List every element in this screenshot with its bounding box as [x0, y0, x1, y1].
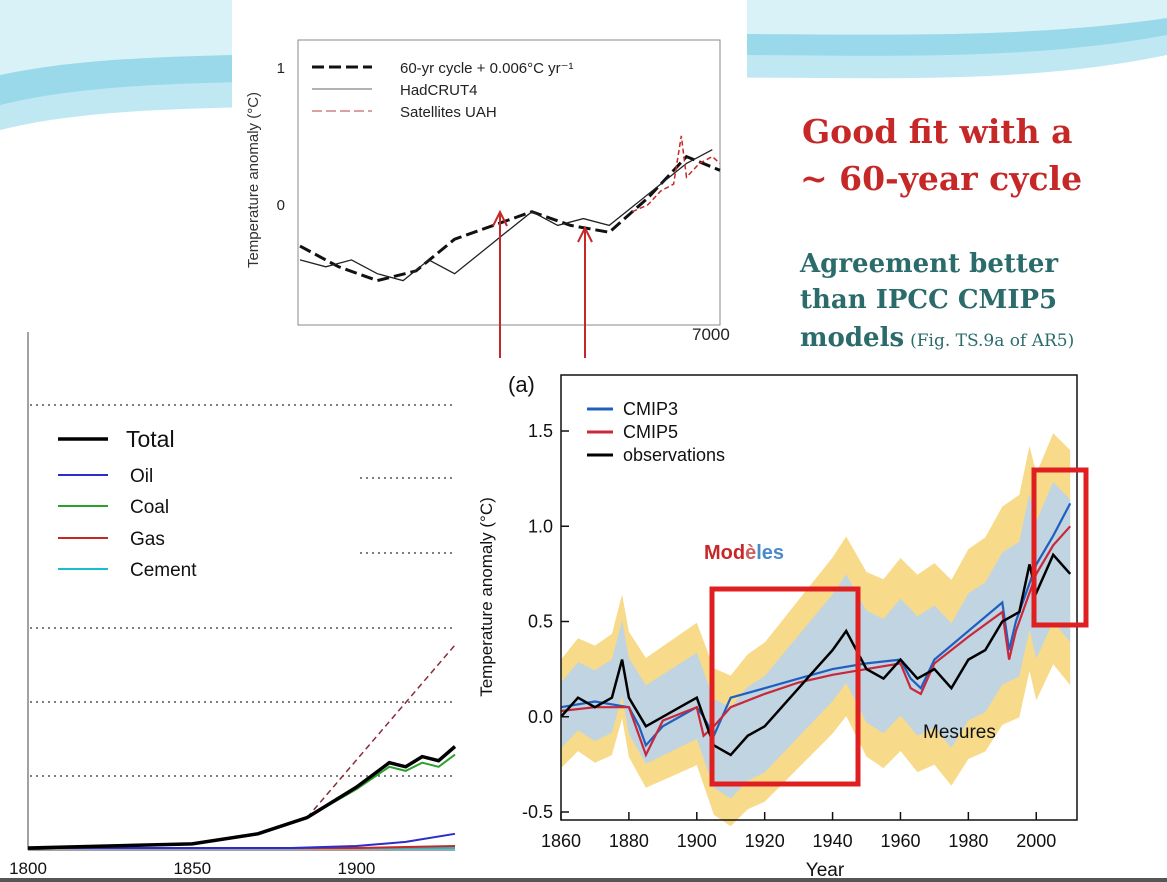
- right-xtick-1940: 1940: [813, 831, 853, 851]
- arrowhead-1975: [577, 225, 593, 243]
- top-chart-ytick-0: 0: [277, 197, 285, 214]
- top-legend-label-cycle: 60-yr cycle + 0.006°C yr⁻¹: [400, 60, 574, 77]
- right-chart-xticks: 1860 1880 1900 1920 1940 1960 1980 2000: [541, 812, 1056, 851]
- models-annotation-part-2: è: [745, 542, 756, 564]
- left-legend-label-coal: Coal: [130, 497, 169, 518]
- right-xtick-1860: 1860: [541, 831, 581, 851]
- right-legend-label-cmip3: CMIP3: [623, 399, 678, 419]
- left-xtick-1800: 1800: [9, 859, 47, 878]
- right-xtick-1880: 1880: [609, 831, 649, 851]
- right-chart-envelopes: [561, 433, 1071, 827]
- right-ytick-1: 0.0: [528, 707, 553, 727]
- subhead-models: models: [800, 323, 904, 353]
- left-series-total: [27, 745, 457, 850]
- right-ytick-4: 1.5: [528, 421, 553, 441]
- subhead-line-3: models (Fig. TS.9a of AR5): [800, 323, 1074, 353]
- top-chart-ylabel: Temperature anomaly (°C): [245, 92, 262, 268]
- right-chart-ylabel: Temperature anomaly (°C): [477, 497, 496, 697]
- left-figure-panel: [0, 320, 505, 882]
- subhead-line-1: Agreement better: [799, 249, 1058, 279]
- top-legend-label-uah: Satellites UAH: [400, 104, 497, 121]
- left-xtick-1900: 1900: [338, 859, 376, 878]
- right-chart-yticks: -0.5 0.0 0.5 1.0 1.5: [522, 421, 569, 822]
- right-chart-xlabel: Year: [806, 860, 845, 881]
- top-chart-frame: [297, 39, 721, 326]
- right-xtick-1920: 1920: [745, 831, 785, 851]
- headline-line-2: ~ 60-year cycle: [800, 159, 1082, 198]
- top-figure-panel: [232, 0, 747, 320]
- left-legend-label-oil: Oil: [130, 466, 153, 487]
- top-series-hadcrut4: [299, 149, 713, 282]
- measures-annotation: Mesures: [923, 722, 996, 743]
- left-legend-label-gas: Gas: [130, 529, 165, 550]
- right-legend-label-cmip5: CMIP5: [623, 422, 678, 442]
- left-chart-gridlines: [30, 404, 455, 777]
- subhead-line-2: than IPCC CMIP5: [800, 285, 1057, 315]
- right-chart-panel-label: (a): [508, 372, 535, 397]
- left-legend-label-cement: Cement: [130, 560, 197, 581]
- footer-line: [0, 878, 1167, 882]
- top-chart-series: [299, 135, 721, 283]
- left-chart-series: [27, 644, 457, 850]
- left-trend-line: [306, 644, 456, 818]
- right-ytick-0: -0.5: [522, 802, 553, 822]
- highlight-box-2000s: [1031, 467, 1089, 628]
- top-series-satellites-uah: [632, 135, 721, 213]
- right-xtick-1900: 1900: [677, 831, 717, 851]
- right-xtick-2000: 2000: [1016, 831, 1056, 851]
- left-chart-xticks: 1800 1850 1900: [9, 859, 375, 878]
- left-series-oil: [28, 832, 456, 849]
- right-series-cmip3: [560, 502, 1072, 748]
- top-series-60-yr-cycle-0-006-c-yr: [299, 154, 721, 283]
- right-legend-label-observations: observations: [623, 445, 725, 465]
- right-xtick-1980: 1980: [948, 831, 988, 851]
- subhead-reference: (Fig. TS.9a of AR5): [910, 331, 1074, 351]
- top-chart: Temperature anomaly (°C) 1 0 60-yr cycle…: [245, 39, 730, 358]
- right-chart: 1860 1880 1900 1920 1940 1960 1980 2000 -0.5 0.0…: [477, 372, 1089, 881]
- right-series-observations: [560, 552, 1072, 757]
- models-annotation: Modèles: [704, 542, 784, 564]
- cmip3-envelope: [561, 481, 1071, 799]
- right-series-cmip5: [560, 525, 1072, 758]
- arrowhead-1940: [492, 209, 508, 227]
- left-xtick-1850: 1850: [173, 859, 211, 878]
- models-annotation-part-1: Mod: [704, 542, 745, 564]
- top-legend-label-hadcrut: HadCRUT4: [400, 82, 478, 99]
- right-ytick-3: 1.0: [528, 516, 553, 536]
- right-chart-series: [560, 502, 1072, 758]
- headline-line-1: Good fit with a: [802, 112, 1073, 151]
- top-chart-ytick-1: 1: [277, 60, 285, 77]
- left-chart: Total Oil Coal Gas Cement 1800 1850 1900: [9, 332, 457, 878]
- top-chart-extra-label: 7000: [692, 325, 730, 344]
- right-ytick-2: 0.5: [528, 612, 553, 632]
- right-xtick-1960: 1960: [880, 831, 920, 851]
- highlight-box-1905-1945: [709, 586, 861, 787]
- right-chart-frame: [560, 374, 1078, 821]
- models-annotation-part-3: les: [756, 542, 784, 564]
- left-legend-label-total: Total: [126, 426, 175, 452]
